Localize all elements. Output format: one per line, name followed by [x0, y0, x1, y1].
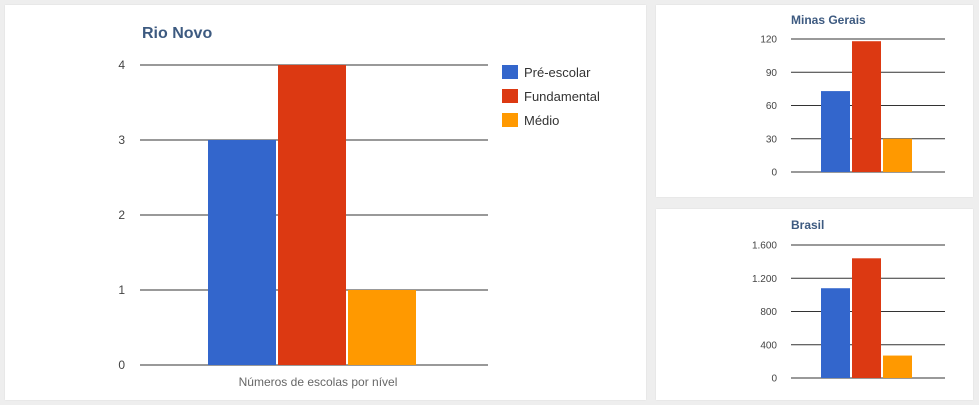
- legend-label-fundamental: Fundamental: [524, 89, 600, 104]
- legend-swatch-medio: [502, 113, 518, 127]
- y-tick-label: 30: [766, 134, 778, 145]
- legend-swatch-pre-escolar: [502, 65, 518, 79]
- chart-panel-minas-gerais: Minas Gerais 0 30 60 90 120: [656, 5, 973, 197]
- legend: Pré-escolar Fundamental Médio: [502, 65, 600, 128]
- chart-brasil: Brasil 0 400 800 1.200 1.600: [752, 218, 945, 385]
- y-tick-label: 120: [760, 35, 777, 46]
- bar-medio[interactable]: [348, 290, 416, 365]
- y-tick-label: 2: [118, 208, 125, 222]
- chart-panel-rio-novo: Rio Novo 0 1 2 3 4 Números de escolas por ní…: [5, 5, 646, 400]
- chart-title: Brasil: [791, 218, 824, 232]
- y-tick-label: 800: [760, 307, 777, 318]
- y-tick-label: 90: [766, 68, 778, 79]
- bar-pre-escolar[interactable]: [821, 91, 850, 172]
- legend-label-medio: Médio: [524, 113, 559, 128]
- chart-panel-brasil: Brasil 0 400 800 1.200 1.600: [656, 209, 973, 400]
- bar-medio[interactable]: [883, 355, 912, 378]
- y-tick-label: 4: [118, 58, 125, 72]
- chart-title: Minas Gerais: [791, 13, 866, 27]
- y-tick-label: 1.200: [752, 274, 777, 285]
- y-tick-label: 1.600: [752, 241, 777, 252]
- bar-pre-escolar[interactable]: [821, 288, 850, 378]
- legend-label-pre-escolar: Pré-escolar: [524, 65, 591, 80]
- bar-medio[interactable]: [883, 138, 912, 172]
- y-tick-label: 1: [118, 283, 125, 297]
- legend-swatch-fundamental: [502, 89, 518, 103]
- bar-fundamental[interactable]: [852, 258, 881, 378]
- chart-minas-gerais: Minas Gerais 0 30 60 90 120: [760, 13, 945, 179]
- y-tick-label: 0: [771, 374, 777, 385]
- bar-fundamental[interactable]: [852, 41, 881, 172]
- x-axis-label: Números de escolas por nível: [239, 375, 398, 389]
- chart-rio-novo: Rio Novo 0 1 2 3 4 Números de escolas por ní…: [118, 25, 600, 389]
- y-tick-label: 400: [760, 340, 777, 351]
- bar-pre-escolar[interactable]: [208, 140, 276, 365]
- bar-fundamental[interactable]: [278, 65, 346, 365]
- chart-title: Rio Novo: [142, 25, 212, 42]
- y-tick-label: 0: [118, 358, 125, 372]
- y-tick-label: 3: [118, 133, 125, 147]
- y-tick-label: 0: [771, 168, 777, 179]
- y-tick-label: 60: [766, 101, 778, 112]
